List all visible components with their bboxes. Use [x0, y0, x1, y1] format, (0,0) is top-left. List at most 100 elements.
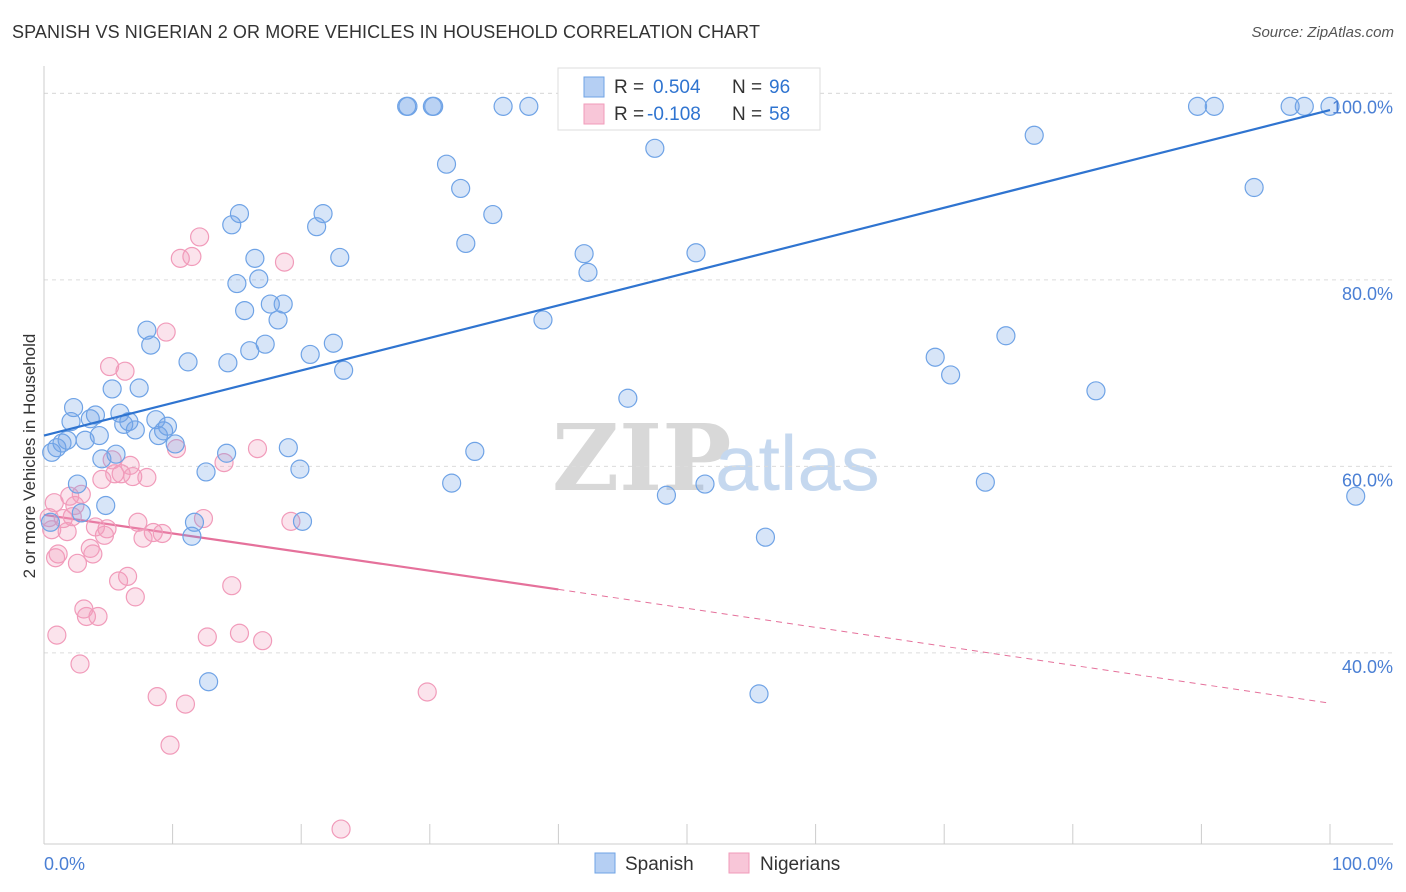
spanish-point: [273, 294, 293, 314]
spanish-point: [300, 344, 320, 365]
spanish-point: [465, 441, 485, 462]
spanish-point: [75, 430, 95, 450]
spanish-point: [398, 96, 418, 116]
spanish-point: [574, 244, 594, 264]
spanish-point: [695, 474, 715, 494]
spanish-n-label: N =: [732, 77, 762, 98]
spanish-point: [249, 269, 269, 289]
gridlines: [44, 92, 1393, 654]
nigerians-point: [47, 625, 67, 645]
spanish-point: [222, 215, 242, 235]
spanish-point: [1346, 486, 1366, 506]
nigerians-point: [128, 512, 148, 532]
spanish-point: [424, 96, 444, 116]
spanish-point: [533, 310, 553, 330]
spanish-point: [493, 96, 513, 116]
y-tick-label-80: 80.0%: [1342, 284, 1393, 304]
spanish-point: [436, 154, 457, 174]
nigerians-point: [115, 361, 135, 381]
spanish-r-value: 0.504: [653, 77, 701, 98]
nigerians-point: [156, 322, 176, 342]
nigerians-point: [222, 576, 242, 596]
nigerians-r-label: R =: [614, 104, 644, 125]
spanish-point: [102, 379, 122, 399]
spanish-point: [146, 410, 166, 430]
legend-spanish-label: Spanish: [625, 854, 694, 875]
nigerians-point: [57, 522, 77, 542]
watermark: ZIP atlas: [552, 404, 880, 512]
y-tick-label-60: 60.0%: [1342, 470, 1393, 490]
watermark-zip: ZIP: [552, 404, 731, 512]
spanish-point: [129, 378, 149, 398]
y-tick-labels: 40.0% 60.0% 80.0% 100.0%: [1332, 97, 1393, 677]
spanish-point: [1244, 177, 1264, 198]
spanish-point: [645, 138, 665, 158]
nigerians-point: [137, 467, 157, 488]
spanish-point: [245, 248, 265, 268]
spanish-point: [1294, 96, 1314, 116]
spanish-point: [157, 416, 178, 436]
nigerians-trend: [43, 513, 1331, 704]
spanish-point: [178, 352, 198, 372]
nigerians-point: [125, 587, 145, 607]
nigerians-points: [39, 227, 437, 839]
spanish-point: [141, 335, 161, 355]
nigerians-point: [160, 735, 180, 755]
spanish-point: [227, 273, 247, 294]
y-tick-label-100: 100.0%: [1332, 97, 1393, 117]
nigerians-point: [48, 544, 68, 564]
nigerians-point: [99, 356, 120, 377]
spanish-point: [618, 388, 638, 408]
spanish-point: [334, 360, 354, 380]
nigerians-point: [133, 528, 153, 548]
legend-spanish-swatch: [594, 852, 616, 874]
nigerians-point: [247, 439, 268, 459]
x-tick-label-min: 0.0%: [44, 854, 85, 874]
nigerians-point: [253, 631, 273, 651]
spanish-point: [1204, 96, 1224, 116]
spanish-point: [686, 243, 706, 263]
spanish-point: [92, 449, 112, 469]
spanish-point: [1086, 381, 1106, 401]
spanish-point: [442, 473, 462, 493]
spanish-point: [255, 334, 275, 354]
spanish-point: [578, 262, 598, 282]
spanish-points: [40, 96, 1366, 704]
legend-nigerians-swatch: [728, 852, 750, 874]
spanish-point: [218, 353, 238, 373]
spanish-point: [71, 503, 91, 523]
spanish-trend: [43, 109, 1331, 437]
watermark-atlas: atlas: [715, 419, 880, 507]
spanish-point: [996, 326, 1016, 346]
spanish-point: [483, 204, 503, 225]
spanish-point: [1280, 96, 1300, 116]
spanish-point: [106, 444, 126, 464]
spanish-point: [656, 485, 677, 505]
spanish-point: [85, 405, 106, 425]
spanish-point: [451, 178, 471, 199]
nigerians-point: [182, 246, 202, 267]
nigerians-point: [120, 455, 140, 475]
spanish-point: [89, 425, 109, 446]
spanish-point: [313, 204, 333, 224]
spanish-point: [323, 333, 343, 353]
spanish-point: [749, 684, 769, 704]
spanish-point: [52, 433, 72, 453]
nigerians-point: [175, 694, 196, 714]
nigerians-point: [42, 520, 62, 540]
nigerians-point: [274, 252, 295, 272]
series-legend: Spanish Nigerians: [594, 852, 840, 875]
nigerians-n-label: N =: [732, 104, 762, 125]
spanish-point: [199, 672, 219, 692]
chart-title: SPANISH VS NIGERIAN 2 OR MORE VEHICLES I…: [12, 22, 761, 42]
spanish-point: [290, 459, 310, 479]
nigerians-point: [76, 606, 97, 627]
spanish-point: [456, 233, 476, 254]
spanish-point: [137, 320, 157, 340]
nigerians-trend-extension: [558, 588, 1331, 704]
spanish-point: [278, 438, 298, 458]
spanish-point: [61, 411, 81, 432]
nigerians-point: [117, 566, 138, 586]
source-label: Source: ZipAtlas.com: [1251, 24, 1394, 41]
spanish-point: [330, 247, 350, 268]
